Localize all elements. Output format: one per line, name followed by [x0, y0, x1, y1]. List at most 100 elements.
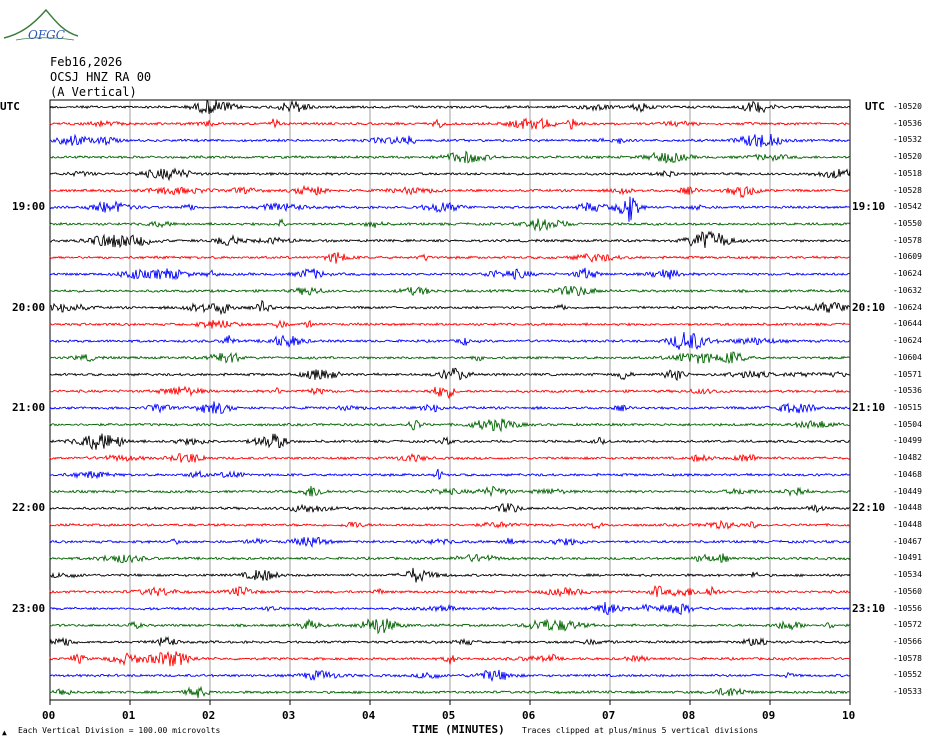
footer-mark: ▲ [2, 728, 7, 737]
seismic-trace [49, 285, 851, 297]
seismic-trace [49, 685, 851, 699]
seismic-trace [49, 635, 851, 647]
trace-offset-label: -10499 [893, 436, 922, 446]
seismic-trace [49, 196, 851, 222]
trace-offset-label: -10534 [893, 570, 922, 580]
seismic-trace [49, 252, 851, 264]
trace-offset-label: -10533 [893, 687, 922, 697]
x-tick-label: 02 [202, 709, 216, 722]
trace-offset-label: -10578 [893, 235, 922, 245]
seismic-trace [49, 567, 851, 583]
seismic-trace [49, 584, 851, 598]
x-tick-label: 07 [602, 709, 616, 722]
trace-offset-label: -10536 [893, 118, 922, 128]
seismic-trace [49, 351, 851, 365]
x-tick-label: 10 [842, 709, 856, 722]
trace-offset-label: -10552 [893, 670, 922, 680]
seismic-trace [49, 99, 851, 115]
logo-arc-icon [3, 8, 79, 41]
logo-text: OFGC [28, 28, 65, 42]
seismic-trace [49, 385, 851, 400]
seismic-trace [49, 669, 851, 683]
x-axis-label: TIME (MINUTES) [412, 723, 505, 736]
x-tick-label: 03 [282, 709, 296, 722]
trace-offset-label: -10542 [893, 202, 922, 212]
plot-traces [49, 99, 851, 699]
x-tick-label: 08 [682, 709, 696, 722]
trace-offset-label: -10609 [893, 252, 922, 262]
header-date: Feb16,2026 [50, 55, 123, 69]
left-utc-label: UTC [0, 100, 20, 113]
trace-offset-label: -10491 [893, 553, 922, 563]
trace-offset-label: -10520 [893, 152, 922, 162]
trace-offset-label: -10560 [893, 586, 922, 596]
x-tick-label: 05 [442, 709, 456, 722]
trace-offset-label: -10528 [893, 185, 922, 195]
footer-scale-note: Each Vertical Division = 100.00 microvol… [18, 726, 221, 735]
header-component: (A Vertical) [50, 85, 137, 99]
trace-offset-label: -10448 [893, 503, 922, 513]
seismic-trace [49, 319, 851, 329]
seismic-trace [49, 519, 851, 530]
trace-offset-label: -10468 [893, 469, 922, 479]
trace-offset-label: -10448 [893, 520, 922, 529]
right-hour-label: 21:10 [852, 400, 886, 414]
seismic-trace [49, 230, 851, 249]
trace-offset-label: -10515 [893, 402, 922, 412]
seismic-trace [49, 332, 851, 350]
seismic-trace [49, 537, 851, 549]
trace-offset-label: -10566 [893, 637, 922, 647]
trace-offset-label: -10504 [893, 419, 922, 429]
trace-offset-label: -10550 [893, 219, 922, 229]
seismic-trace [49, 299, 851, 316]
trace-offset-label: -10467 [893, 536, 922, 546]
seismic-trace [49, 401, 851, 414]
seismic-trace [49, 184, 850, 199]
seismic-trace [49, 367, 851, 382]
trace-offset-label: -10624 [893, 302, 922, 312]
x-tick-label: 06 [522, 709, 536, 722]
trace-offset-label: -10578 [893, 653, 922, 663]
seismic-trace [49, 468, 851, 480]
trace-offset-label: -10532 [893, 135, 922, 145]
seismic-trace [49, 418, 851, 433]
trace-offset-label: -10624 [893, 336, 922, 346]
seismic-trace [49, 433, 851, 451]
trace-offset-label: -10644 [893, 319, 922, 329]
left-hour-label: 20:00 [12, 300, 46, 314]
left-hour-label: 23:00 [12, 601, 46, 615]
seismic-trace [49, 485, 851, 498]
left-hour-label: 22:00 [12, 501, 46, 515]
trace-offset-label: -10520 [893, 102, 922, 111]
x-tick-label: 01 [122, 709, 136, 722]
trace-offset-label: -10572 [893, 620, 922, 630]
trace-offset-label: -10604 [893, 352, 922, 362]
trace-offset-label: -10536 [893, 386, 922, 396]
right-utc-label: UTC [865, 100, 885, 113]
x-tick-label: 09 [762, 709, 776, 722]
seismic-trace [49, 217, 851, 232]
seismic-trace [49, 602, 851, 616]
trace-offset-label: -10624 [893, 269, 922, 279]
left-hour-label: 19:00 [12, 200, 46, 214]
trace-offset-label: -10556 [893, 603, 922, 613]
seismic-trace [49, 453, 851, 463]
trace-offset-label: -10571 [893, 369, 922, 379]
x-tick-label: 00 [42, 709, 56, 722]
left-hour-label: 21:00 [12, 400, 46, 414]
seismic-trace [49, 267, 851, 281]
seismic-trace [49, 650, 850, 667]
trace-offset-label: -10632 [893, 285, 922, 295]
plot-grid [49, 99, 851, 705]
x-tick-label: 04 [362, 709, 376, 722]
seismic-trace [49, 618, 851, 635]
trace-offset-label: -10518 [893, 168, 922, 178]
logo: OFGC [2, 4, 82, 46]
trace-offset-label: -10482 [893, 453, 922, 463]
seismic-trace [49, 503, 851, 514]
seismic-trace [49, 117, 851, 131]
right-hour-label: 20:10 [852, 300, 886, 314]
seismic-trace [49, 167, 851, 182]
right-hour-label: 23:10 [852, 601, 886, 615]
